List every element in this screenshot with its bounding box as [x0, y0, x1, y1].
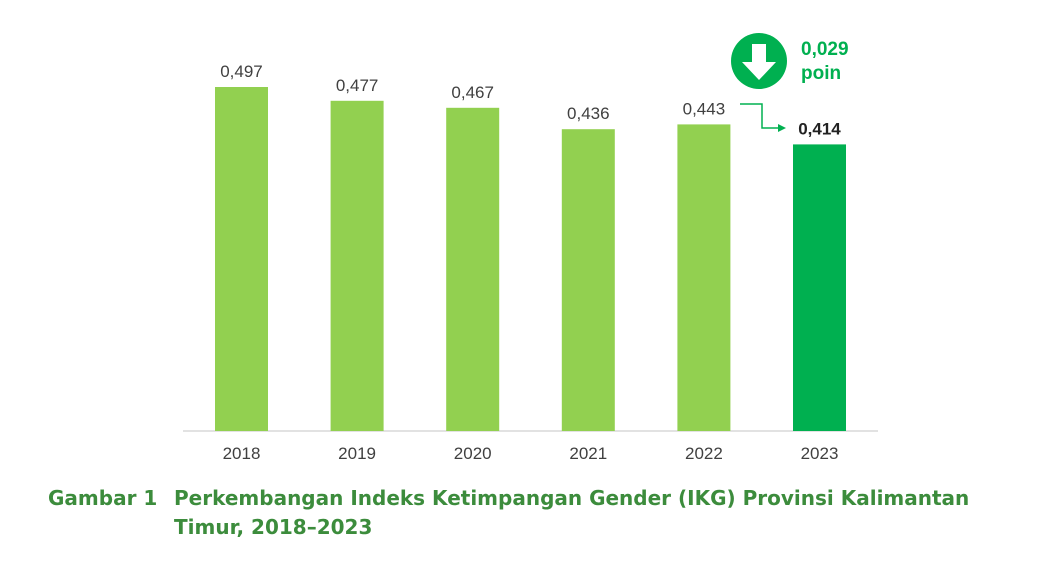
- caption-text: Perkembangan Indeks Ketimpangan Gender (…: [174, 486, 970, 539]
- value-label-2022: 0,443: [683, 99, 726, 118]
- value-label-2018: 0,497: [220, 62, 263, 81]
- bar-2020: [446, 107, 500, 432]
- down-arrow-icon: [731, 33, 787, 89]
- connector-arrowhead: [778, 124, 786, 132]
- bar-2023: [793, 144, 846, 431]
- value-label-2021: 0,436: [567, 104, 610, 123]
- value-label-2023: 0,414: [798, 119, 841, 138]
- x-tick-label-2023: 2023: [801, 444, 839, 463]
- figure-caption: Gambar 1 Perkembangan Indeks Ketimpangan…: [48, 484, 1038, 542]
- bar-2021: [561, 129, 615, 431]
- bar-2018: [215, 87, 268, 431]
- x-tick-labels-group: 2018 2019 2020 2021 2022 2023: [223, 444, 839, 463]
- change-unit: poin: [801, 63, 841, 84]
- trend-connector-arrow: [740, 103, 779, 129]
- x-tick-label-2019: 2019: [338, 444, 376, 463]
- caption-number: Gambar 1: [48, 486, 158, 510]
- bars-group: [215, 87, 846, 432]
- change-value: 0,029: [801, 39, 849, 60]
- value-labels-group: 0,497 0,477 0,467 0,436 0,443 0,414: [220, 62, 841, 138]
- x-tick-label-2022: 2022: [685, 444, 723, 463]
- bar-2019: [330, 100, 384, 432]
- value-label-2019: 0,477: [336, 76, 379, 95]
- value-label-2020: 0,467: [451, 83, 494, 102]
- x-tick-label-2018: 2018: [223, 444, 261, 463]
- bar-2022: [677, 124, 731, 432]
- x-tick-label-2020: 2020: [454, 444, 492, 463]
- x-tick-label-2021: 2021: [569, 444, 607, 463]
